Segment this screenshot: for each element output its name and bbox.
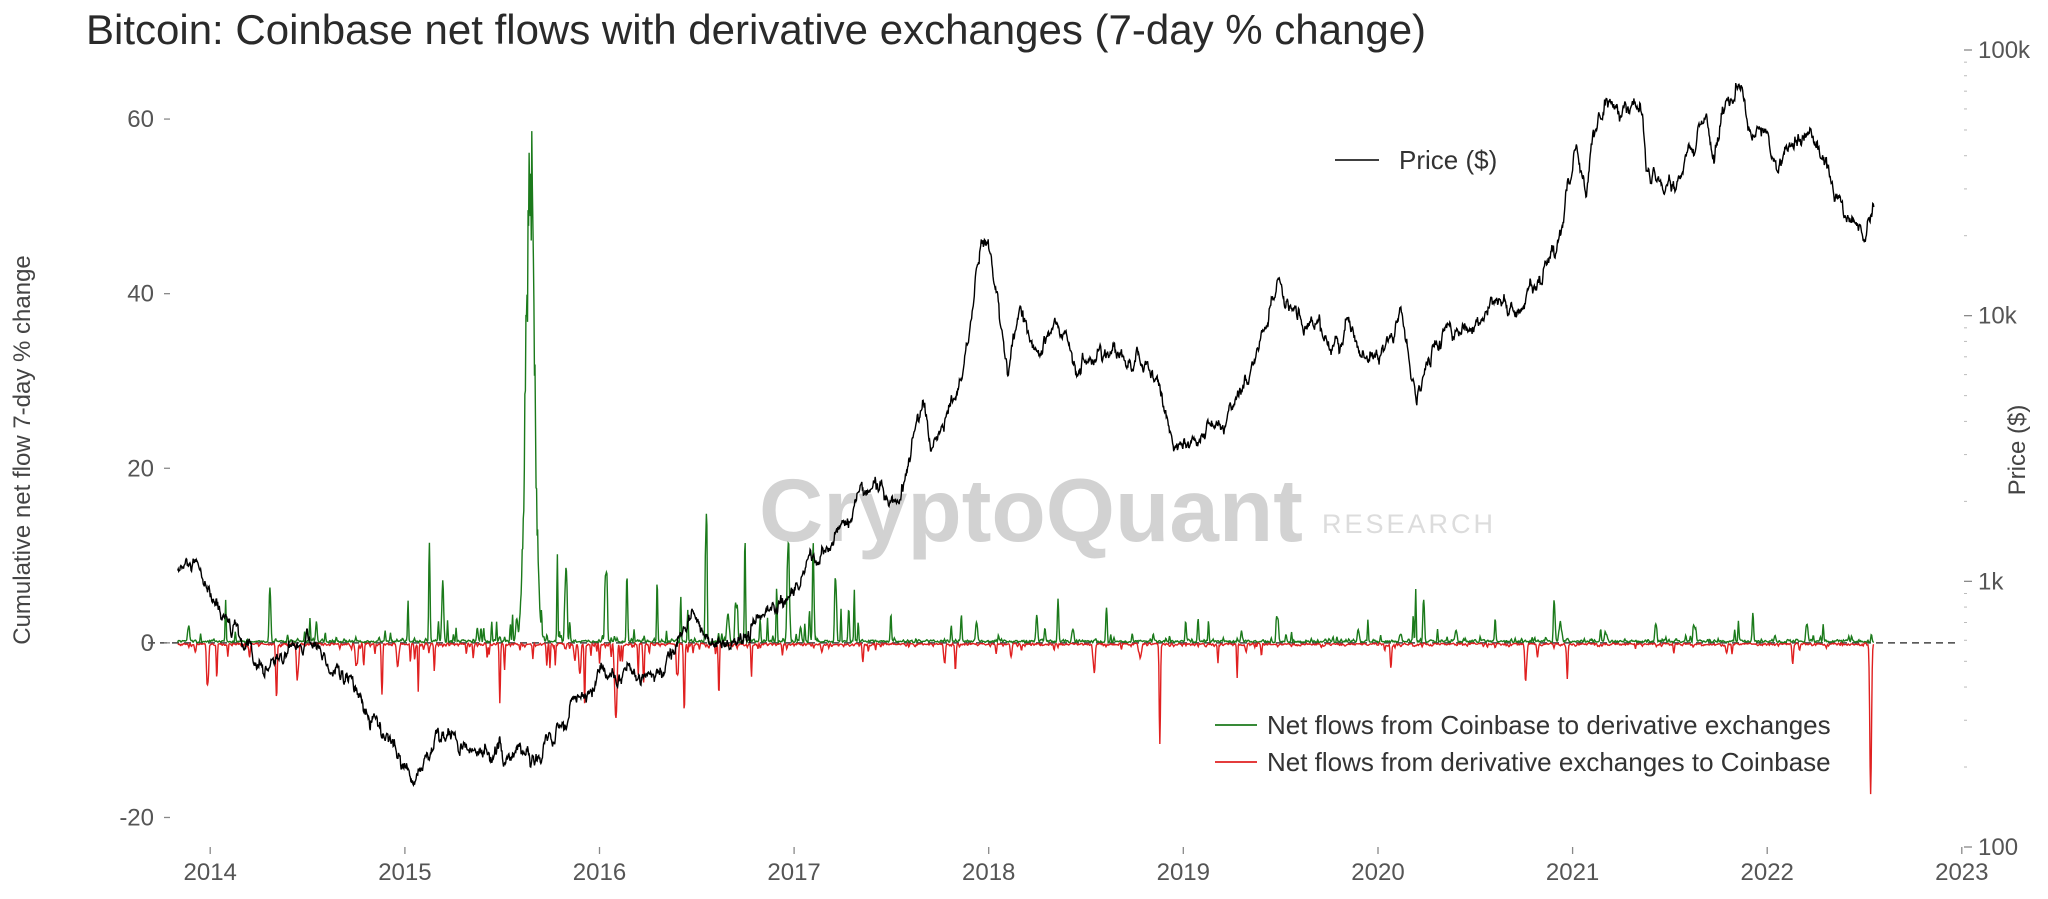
svg-text:Price ($): Price ($)	[2004, 405, 2031, 496]
svg-text:1k: 1k	[1978, 568, 2004, 595]
svg-text:60: 60	[127, 106, 154, 133]
svg-text:-20: -20	[119, 804, 154, 831]
svg-text:2018: 2018	[962, 859, 1015, 886]
svg-text:100: 100	[1978, 834, 2018, 861]
svg-text:Cumulative net flow 7-day % ch: Cumulative net flow 7-day % change	[9, 255, 36, 645]
svg-text:40: 40	[127, 281, 154, 308]
svg-text:Price ($): Price ($)	[1399, 145, 1497, 175]
svg-text:20: 20	[127, 455, 154, 482]
svg-text:RESEARCH: RESEARCH	[1322, 509, 1496, 539]
svg-text:2022: 2022	[1741, 859, 1794, 886]
svg-text:2014: 2014	[184, 859, 237, 886]
svg-text:100k: 100k	[1978, 37, 2031, 64]
svg-text:CryptoQuant: CryptoQuant	[759, 460, 1303, 560]
svg-text:0: 0	[141, 630, 154, 657]
svg-text:Net flows from derivative exch: Net flows from derivative exchanges to C…	[1267, 747, 1831, 777]
svg-text:2016: 2016	[573, 859, 626, 886]
svg-text:2023: 2023	[1935, 859, 1988, 886]
svg-text:2021: 2021	[1546, 859, 1599, 886]
svg-text:10k: 10k	[1978, 303, 2018, 330]
svg-text:2015: 2015	[378, 859, 431, 886]
svg-text:2020: 2020	[1351, 859, 1404, 886]
svg-text:2019: 2019	[1157, 859, 1210, 886]
svg-text:2017: 2017	[767, 859, 820, 886]
svg-text:Net flows from Coinbase to der: Net flows from Coinbase to derivative ex…	[1267, 710, 1831, 740]
